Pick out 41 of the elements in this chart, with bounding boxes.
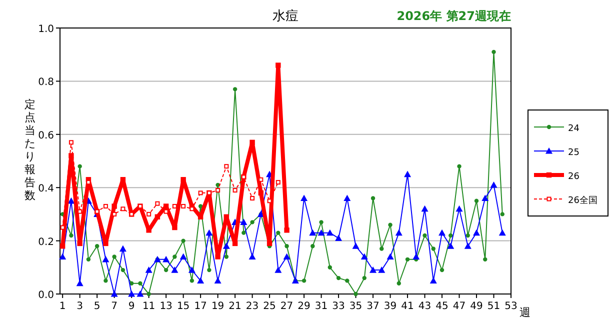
y-tick-label: 0.2 [38, 236, 54, 248]
x-tick-label: 1 [59, 301, 66, 312]
x-tick-label: 35 [349, 301, 362, 312]
x-tick-label: 27 [280, 301, 294, 312]
x-tick-label: 45 [436, 301, 448, 312]
x-tick-label: 25 [263, 301, 276, 312]
x-tick-label: 13 [160, 301, 172, 312]
x-axis-title: 週 [520, 306, 530, 319]
legend-label: 26全国 [568, 195, 598, 206]
x-tick-label: 39 [384, 301, 397, 312]
x-tick-label: 33 [332, 301, 345, 312]
y-axis-title: 定点当たり報告数 [24, 98, 36, 202]
x-tick-label: 3 [76, 301, 84, 312]
x-tick-label: 53 [504, 301, 518, 312]
x-tick-label: 23 [246, 301, 259, 312]
legend-label: 25 [568, 148, 580, 158]
x-tick-label: 19 [211, 301, 224, 312]
chart-subtitle: 2026年 第27週現在 [396, 9, 511, 23]
x-tick-label: 29 [298, 301, 310, 312]
x-tick-label: 43 [418, 301, 432, 312]
chart-title: 水痘 [272, 9, 298, 24]
x-tick-label: 15 [176, 301, 190, 312]
x-tick-label: 41 [401, 301, 414, 312]
x-tick-label: 49 [470, 301, 483, 312]
x-tick-label: 21 [228, 301, 242, 312]
x-tick-label: 7 [111, 301, 118, 312]
y-tick-label: 0.8 [38, 77, 54, 88]
x-tick-label: 31 [314, 301, 328, 312]
x-tick-label: 37 [366, 301, 380, 312]
legend-label: 24 [568, 124, 580, 134]
y-tick-label: 0.0 [38, 290, 54, 301]
y-tick-label: 1.0 [38, 24, 54, 35]
y-tick-label: 0.4 [38, 184, 54, 195]
x-tick-label: 11 [142, 301, 156, 312]
x-tick-label: 47 [452, 301, 466, 312]
y-tick-label: 0.6 [38, 130, 54, 142]
x-tick-label: 9 [128, 301, 135, 312]
x-tick-label: 17 [194, 301, 207, 312]
legend-label: 26 [568, 172, 580, 182]
x-tick-label: 51 [487, 301, 500, 312]
x-tick-label: 5 [94, 301, 100, 312]
